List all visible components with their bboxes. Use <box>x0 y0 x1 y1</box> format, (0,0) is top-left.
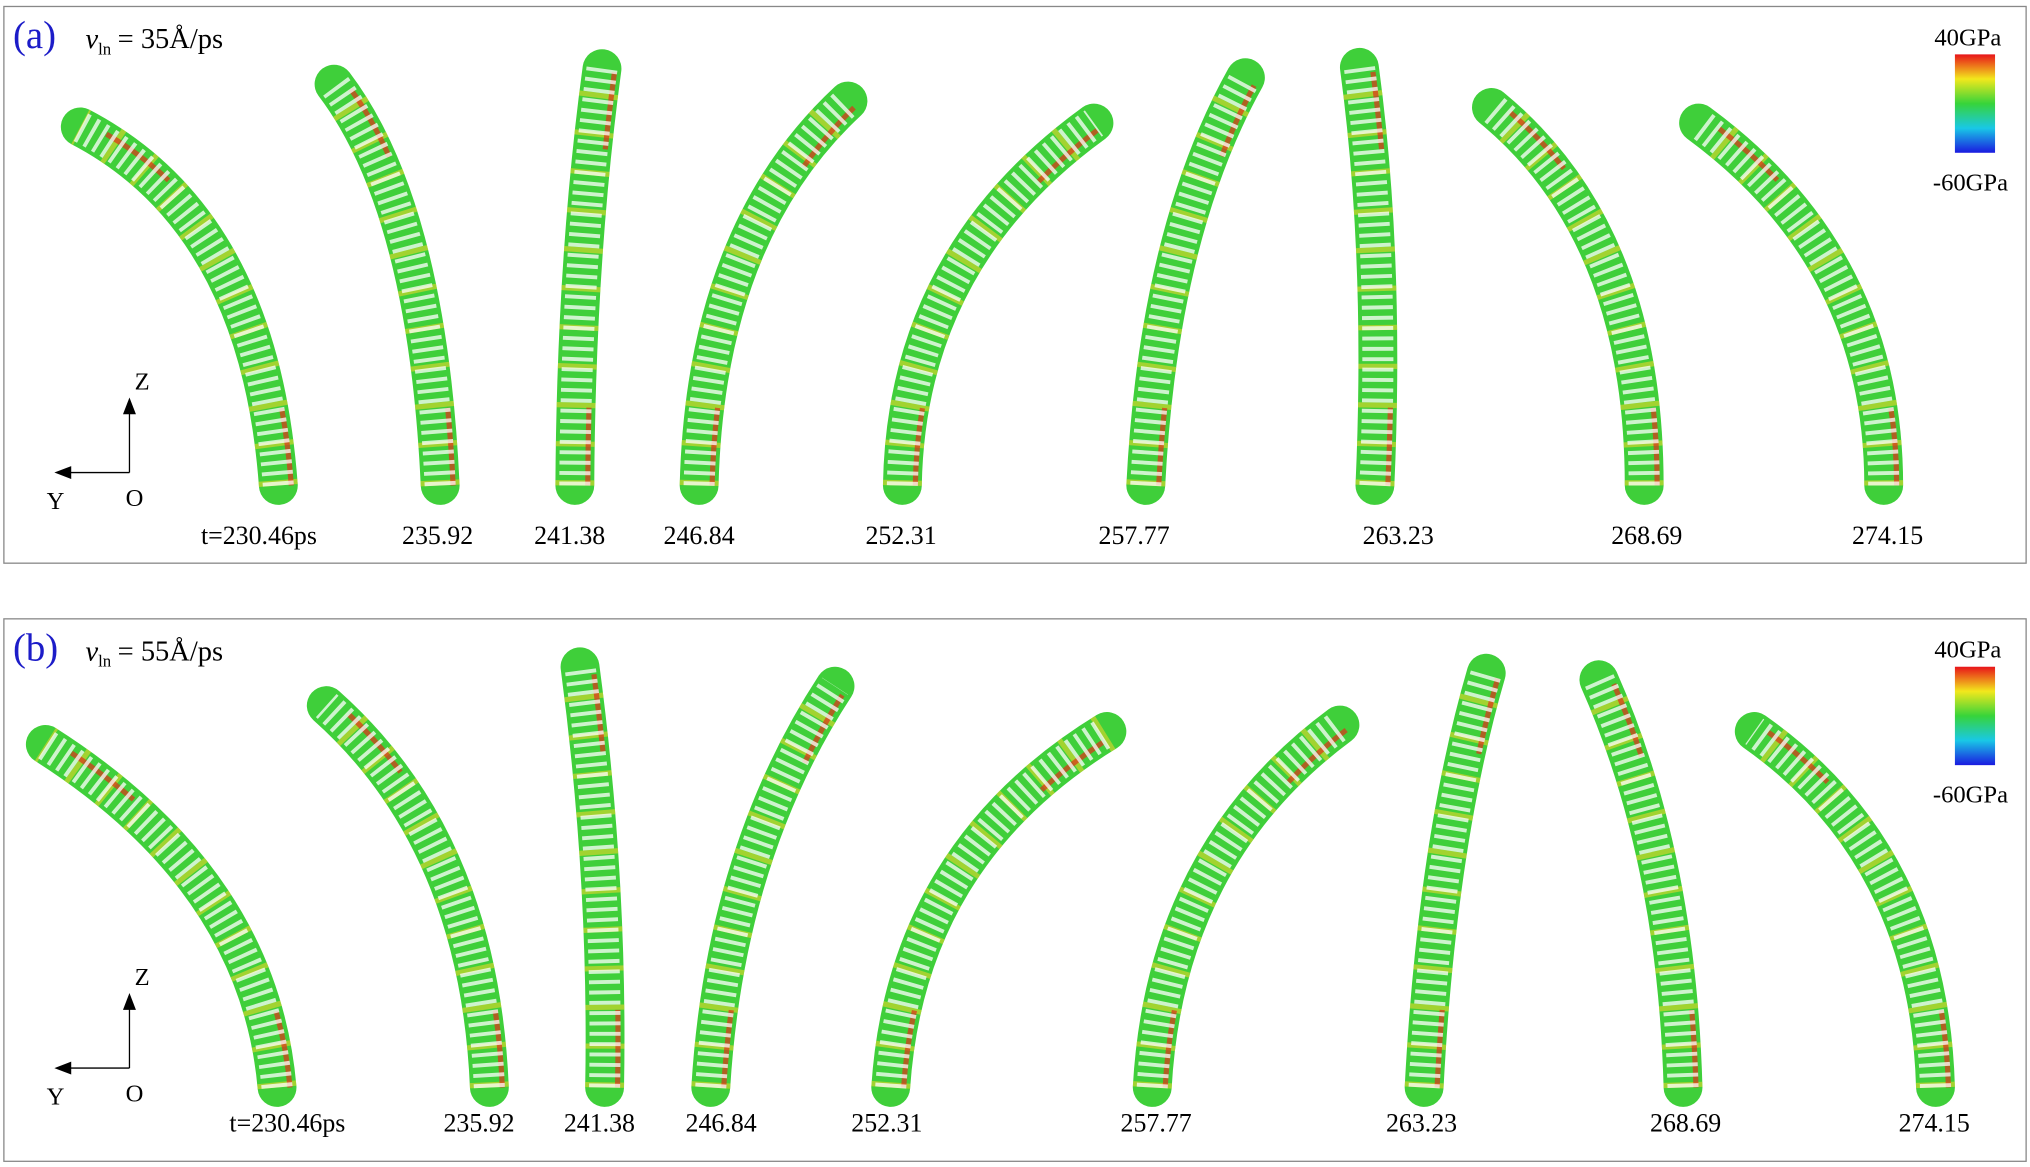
nanotube-edge <box>344 82 456 486</box>
nanotube-holes <box>1136 712 1350 1089</box>
nanotube-holes <box>683 89 859 486</box>
time-label: 252.31 <box>851 1109 922 1138</box>
time-label: 246.84 <box>686 1109 757 1138</box>
time-label: 274.15 <box>1852 521 1923 550</box>
time-label: t=230.46ps <box>201 521 317 550</box>
time-label: 252.31 <box>865 521 936 550</box>
nanotube-edge <box>585 68 618 486</box>
time-label: 268.69 <box>1650 1109 1721 1138</box>
nanotube-edge <box>1609 678 1699 1088</box>
time-label: 263.23 <box>1363 521 1434 550</box>
nanotube-holes <box>36 731 293 1089</box>
nanotube-holes <box>1481 95 1660 486</box>
velocity-subscript: ln <box>98 39 112 58</box>
axis-z-label: Z <box>135 964 150 991</box>
nanotube <box>871 712 1127 1107</box>
time-label: 241.38 <box>564 1109 635 1138</box>
colorbar <box>1954 666 1996 766</box>
nanotube-edge <box>1765 729 1952 1088</box>
nanotube <box>60 107 298 505</box>
colorbar-max: 40GPa <box>1934 637 2001 664</box>
velocity-subscript: ln <box>98 652 112 671</box>
panel-frame <box>3 5 2027 564</box>
nanotube-holes <box>1745 718 1952 1088</box>
velocity-symbol: v <box>85 24 98 55</box>
time-label: 246.84 <box>664 521 735 550</box>
nanotube-holes <box>695 677 849 1089</box>
nanotube-holes <box>315 693 505 1089</box>
colorbar-max: 40GPa <box>1934 24 2001 51</box>
time-label: t=230.46ps <box>229 1109 345 1138</box>
panel-frame <box>3 618 2027 1162</box>
nanotube-holes <box>1408 668 1502 1089</box>
velocity-label: vln = 55Å/ps <box>85 636 223 670</box>
arrow-z <box>122 992 136 1010</box>
nanotube <box>25 725 297 1107</box>
arrow-y <box>54 1061 72 1075</box>
nanotube <box>1679 103 1904 505</box>
velocity-value: = 35Å/ps <box>118 24 223 55</box>
nanotube <box>1579 660 1703 1107</box>
time-label: 235.92 <box>443 1109 514 1138</box>
time-label: 257.77 <box>1121 1109 1192 1138</box>
nanotube-holes <box>1343 65 1394 487</box>
colorbar <box>1954 54 1996 153</box>
arrow-z <box>122 397 136 415</box>
nanotube-holes <box>1130 70 1260 487</box>
nanotube <box>1734 712 1955 1107</box>
nanotube-edge <box>590 666 621 1088</box>
nanotube <box>882 103 1114 505</box>
nanotube-edge <box>1156 76 1261 486</box>
panel: (a) vln = 35Å/ps 40GPa -60GPa Z Y Ot=230.46ps 23… <box>3 5 2027 564</box>
velocity-symbol: v <box>85 636 98 667</box>
time-label: 241.38 <box>534 521 605 550</box>
time-label: 257.77 <box>1099 521 1170 550</box>
nanotube <box>1472 88 1664 505</box>
nanotube-holes <box>73 113 294 487</box>
axis-origin-label: O <box>126 1081 144 1108</box>
nanotube <box>1132 705 1360 1107</box>
velocity-value: = 55Å/ps <box>118 636 223 667</box>
nanotube <box>314 64 460 505</box>
velocity-label: vln = 35Å/ps <box>85 24 223 58</box>
nanotube-holes <box>875 718 1116 1089</box>
nanotube-holes <box>564 664 621 1088</box>
colorbar-min: -60GPa <box>1933 782 2008 809</box>
nanotube-holes <box>886 110 1104 486</box>
time-label: 263.23 <box>1386 1109 1457 1138</box>
nanotube <box>306 686 509 1107</box>
axis-y-label: Y <box>47 1083 65 1110</box>
arrow-y <box>54 466 72 480</box>
nanotube-holes <box>559 66 618 486</box>
nanotube-holes <box>1584 673 1699 1088</box>
nanotube-holes <box>1689 110 1900 486</box>
nanotube <box>679 81 868 505</box>
panel: (b) vln = 55Å/ps 40GPa -60GPa Z Y Ot=230.46ps 23… <box>3 618 2027 1162</box>
time-label: 274.15 <box>1899 1109 1970 1138</box>
axis-origin-label: O <box>126 485 144 512</box>
axis-y-label: Y <box>47 488 65 515</box>
colorbar-min: -60GPa <box>1933 169 2008 196</box>
axis-z-label: Z <box>135 369 150 396</box>
panel-label: (b) <box>13 626 58 669</box>
time-label: 268.69 <box>1611 521 1682 550</box>
nanotube-edge <box>709 99 863 486</box>
panel-label: (a) <box>13 14 56 57</box>
time-label: 235.92 <box>402 521 473 550</box>
